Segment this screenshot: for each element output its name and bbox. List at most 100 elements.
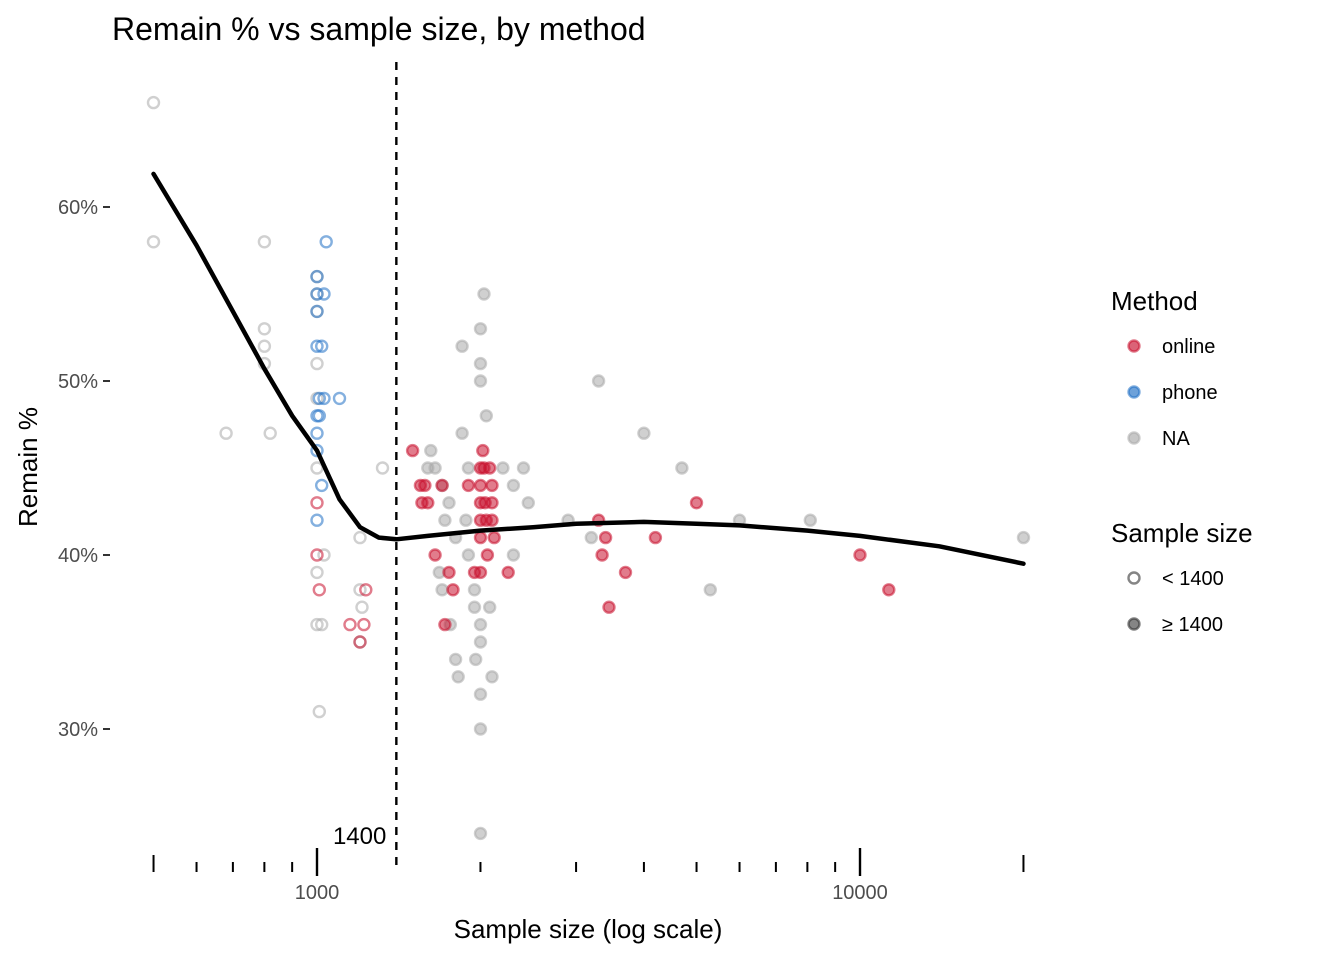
- point-na: [459, 513, 473, 527]
- point-online: [483, 461, 497, 475]
- x-axis: 1000 10000: [152, 848, 1025, 904]
- point-na: [473, 826, 488, 841]
- data-points: [146, 95, 1031, 841]
- point-phone: [319, 235, 333, 249]
- point-na: [451, 670, 465, 684]
- point-phone: [312, 391, 326, 406]
- point-na: [477, 287, 491, 301]
- point-na: [473, 687, 488, 701]
- point-na: [521, 496, 535, 510]
- point-online: [428, 548, 442, 562]
- point-na: [496, 461, 510, 475]
- point-online: [343, 617, 357, 632]
- point-phone: [332, 391, 347, 406]
- point-online: [480, 548, 495, 562]
- point-na: [263, 426, 277, 440]
- point-online: [438, 617, 452, 632]
- point-na: [506, 478, 521, 493]
- y-tick-label: 40%: [58, 545, 98, 567]
- point-online: [442, 565, 456, 580]
- reference-line: 1400: [333, 62, 398, 866]
- point-na: [375, 461, 390, 475]
- point-na: [473, 374, 488, 388]
- point-na: [483, 600, 497, 614]
- legend-label-online: online: [1162, 336, 1215, 358]
- point-online: [357, 617, 371, 632]
- point-na: [310, 617, 324, 632]
- point-phone: [310, 339, 324, 353]
- point-online: [312, 583, 326, 597]
- point-na: [355, 600, 369, 614]
- point-online: [689, 496, 704, 510]
- legend-label-large-sample: ≥ 1400: [1162, 614, 1223, 636]
- point-na: [310, 565, 324, 580]
- point-online: [473, 478, 488, 493]
- point-na: [584, 530, 598, 545]
- point-online: [853, 548, 867, 562]
- point-na: [312, 704, 326, 719]
- point-na: [455, 339, 469, 353]
- point-online: [359, 583, 373, 597]
- point-phone: [310, 269, 324, 284]
- point-online: [446, 583, 460, 597]
- point-na: [467, 583, 482, 597]
- point-na: [479, 409, 493, 423]
- point-na: [421, 461, 435, 475]
- point-online: [487, 530, 501, 545]
- legend-title-sample-size: Sample size: [1111, 518, 1253, 548]
- point-phone: [315, 339, 329, 353]
- point-online: [485, 496, 499, 510]
- point-na: [461, 461, 476, 475]
- point-phone: [310, 304, 324, 319]
- point-na: [448, 652, 463, 667]
- y-tick-label: 30%: [58, 719, 98, 741]
- point-na: [473, 635, 488, 649]
- legend-title-method: Method: [1111, 286, 1198, 316]
- legend-label-small-sample: < 1400: [1162, 568, 1224, 590]
- y-axis: 30% 40% 50% 60%: [58, 197, 110, 741]
- point-online: [405, 443, 420, 458]
- point-na: [257, 235, 272, 249]
- point-phone: [315, 478, 329, 493]
- point-na: [146, 235, 161, 249]
- point-na: [146, 95, 161, 110]
- point-online: [353, 635, 367, 649]
- point-online: [310, 548, 324, 562]
- point-phone: [310, 513, 324, 527]
- point-phone: [312, 409, 326, 423]
- point-na: [317, 548, 331, 562]
- legend-key-small-sample: [1127, 571, 1141, 585]
- point-online: [476, 443, 490, 458]
- point-phone: [310, 426, 324, 440]
- point-na: [473, 322, 488, 336]
- smooth-curve-line: [151, 171, 1026, 566]
- legend-key-phone: [1127, 385, 1141, 399]
- point-na: [442, 496, 456, 510]
- point-na: [424, 443, 438, 458]
- point-phone: [310, 287, 324, 301]
- point-na: [435, 583, 449, 597]
- point-na: [506, 548, 521, 562]
- legend-key-online: [1127, 339, 1141, 353]
- point-na: [438, 513, 452, 527]
- legend-label-phone: phone: [1162, 382, 1218, 404]
- point-na: [467, 600, 482, 614]
- point-na: [455, 426, 469, 440]
- y-tick-label: 60%: [58, 197, 98, 219]
- point-na: [310, 356, 324, 371]
- y-tick-label: 50%: [58, 371, 98, 393]
- point-na: [315, 617, 329, 632]
- point-phone: [317, 391, 331, 406]
- point-online: [648, 530, 663, 545]
- chart-title: Remain % vs sample size, by method: [112, 11, 646, 47]
- y-axis-title: Remain %: [13, 407, 43, 527]
- point-na: [257, 339, 272, 353]
- point-online: [421, 496, 435, 510]
- point-na: [637, 426, 651, 440]
- point-na: [310, 461, 324, 475]
- point-online: [485, 513, 499, 527]
- point-online: [485, 478, 499, 493]
- legend-label-na: NA: [1162, 428, 1190, 450]
- point-na: [516, 461, 531, 475]
